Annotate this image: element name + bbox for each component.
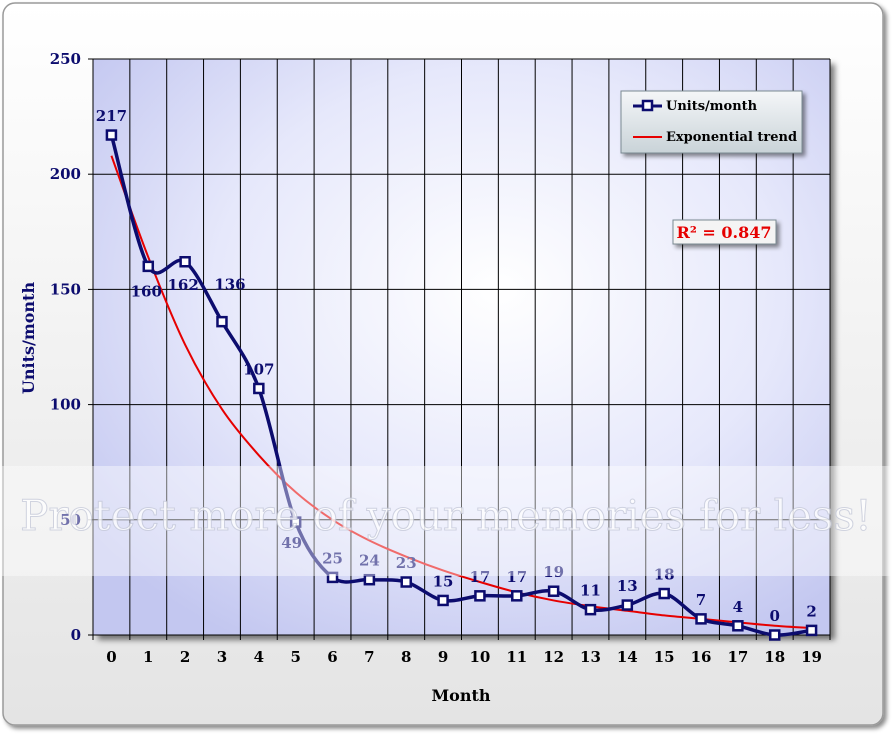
x-tick-label: 11 [506, 648, 527, 666]
data-point [658, 587, 670, 600]
data-point [179, 256, 191, 268]
data-point [216, 315, 228, 328]
data-label: 162 [167, 276, 198, 294]
data-label: 107 [243, 360, 274, 378]
y-tick-label: 200 [50, 165, 81, 183]
data-label: 136 [214, 276, 245, 294]
data-label: 24 [359, 552, 380, 570]
data-label: 23 [396, 554, 417, 572]
y-axis-ticks: 0 50 100 150 200 250 [50, 50, 93, 644]
x-tick-label: 10 [469, 648, 490, 666]
data-point [474, 590, 486, 602]
data-point [805, 624, 818, 637]
data-point [105, 129, 118, 141]
y-tick-label: 50 [60, 511, 81, 529]
y-tick-label: 0 [71, 626, 81, 644]
data-point [400, 576, 412, 588]
data-labels: 217 160 162 136 107 49 25 24 23 15 17 17 19 11 13 18 7 4 0… [96, 107, 817, 625]
series-layer [105, 129, 818, 641]
x-tick-label: 14 [617, 648, 638, 666]
x-tick-label: 17 [727, 648, 748, 666]
data-point [768, 629, 781, 641]
data-point [437, 594, 449, 607]
data-label: 18 [654, 566, 675, 584]
data-point [326, 571, 339, 584]
data-point [584, 603, 597, 616]
x-tick-label: 19 [801, 648, 822, 666]
r-squared-annotation: R² = 0.847 [672, 219, 777, 245]
x-tick-label: 1 [143, 648, 153, 666]
data-label: 4 [733, 598, 743, 616]
data-label: 160 [131, 282, 162, 300]
x-tick-label: 8 [401, 648, 411, 666]
x-tick-label: 16 [691, 648, 712, 666]
data-label: 0 [770, 607, 780, 625]
data-point [289, 516, 302, 528]
x-tick-label: 7 [364, 648, 374, 666]
x-tick-label: 18 [764, 648, 785, 666]
r-squared-text: R² = 0.847 [677, 223, 772, 242]
x-tick-label: 0 [106, 648, 116, 666]
data-label: 49 [281, 534, 302, 552]
watermark-band [0, 466, 893, 576]
data-point [511, 590, 523, 602]
data-label: 17 [469, 568, 490, 586]
y-tick-label: 150 [50, 280, 81, 298]
data-label: 25 [322, 549, 343, 567]
x-tick-label: 13 [580, 648, 601, 666]
watermark-text: Protect more of your memories for less! [20, 491, 872, 540]
data-point [363, 573, 376, 586]
y-axis-title: Units/month [19, 282, 38, 395]
x-tick-label: 4 [254, 648, 264, 666]
trend-line [110, 155, 812, 630]
data-label: 11 [580, 582, 601, 600]
data-label: 15 [433, 572, 454, 590]
data-point [142, 260, 155, 273]
data-label: 7 [696, 591, 706, 609]
data-point [695, 613, 707, 625]
legend-label-units: Units/month [666, 99, 758, 114]
x-tick-label: 15 [654, 648, 675, 666]
grid-lines [92, 58, 831, 636]
x-tick-label: 9 [438, 648, 448, 666]
data-point [253, 382, 265, 395]
x-axis-ticks: 0 1 2 3 4 5 6 7 8 9 10 11 12 13 14 15 16 17 18 19 [92, 635, 831, 666]
x-tick-label: 12 [543, 648, 564, 666]
data-label: 217 [96, 107, 127, 125]
x-tick-label: 6 [327, 648, 337, 666]
legend-item-units: Units/month [633, 99, 758, 114]
data-label: 19 [543, 563, 564, 581]
x-tick-label: 2 [180, 648, 190, 666]
data-label: 2 [806, 602, 816, 620]
legend-item-trend: Exponential trend [633, 130, 797, 145]
x-axis-title: Month [431, 686, 490, 705]
y-tick-label: 100 [50, 396, 81, 414]
x-tick-label: 3 [217, 648, 227, 666]
y-tick-label: 250 [50, 50, 81, 68]
data-point [732, 620, 744, 632]
data-point [547, 585, 560, 597]
data-label: 13 [617, 577, 638, 595]
x-tick-label: 5 [290, 648, 300, 666]
legend-label-trend: Exponential trend [666, 130, 797, 145]
data-label: 17 [506, 568, 527, 586]
data-point [621, 599, 634, 611]
